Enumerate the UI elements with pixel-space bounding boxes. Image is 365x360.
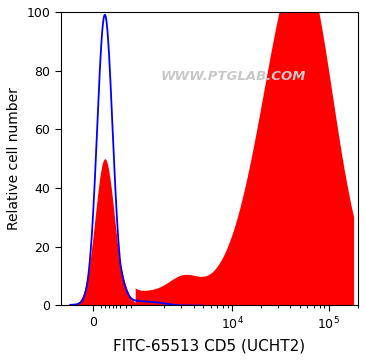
X-axis label: FITC-65513 CD5 (UCHT2): FITC-65513 CD5 (UCHT2) xyxy=(114,338,306,353)
Y-axis label: Relative cell number: Relative cell number xyxy=(7,87,21,230)
Text: WWW.PTGLAB.COM: WWW.PTGLAB.COM xyxy=(161,70,306,83)
